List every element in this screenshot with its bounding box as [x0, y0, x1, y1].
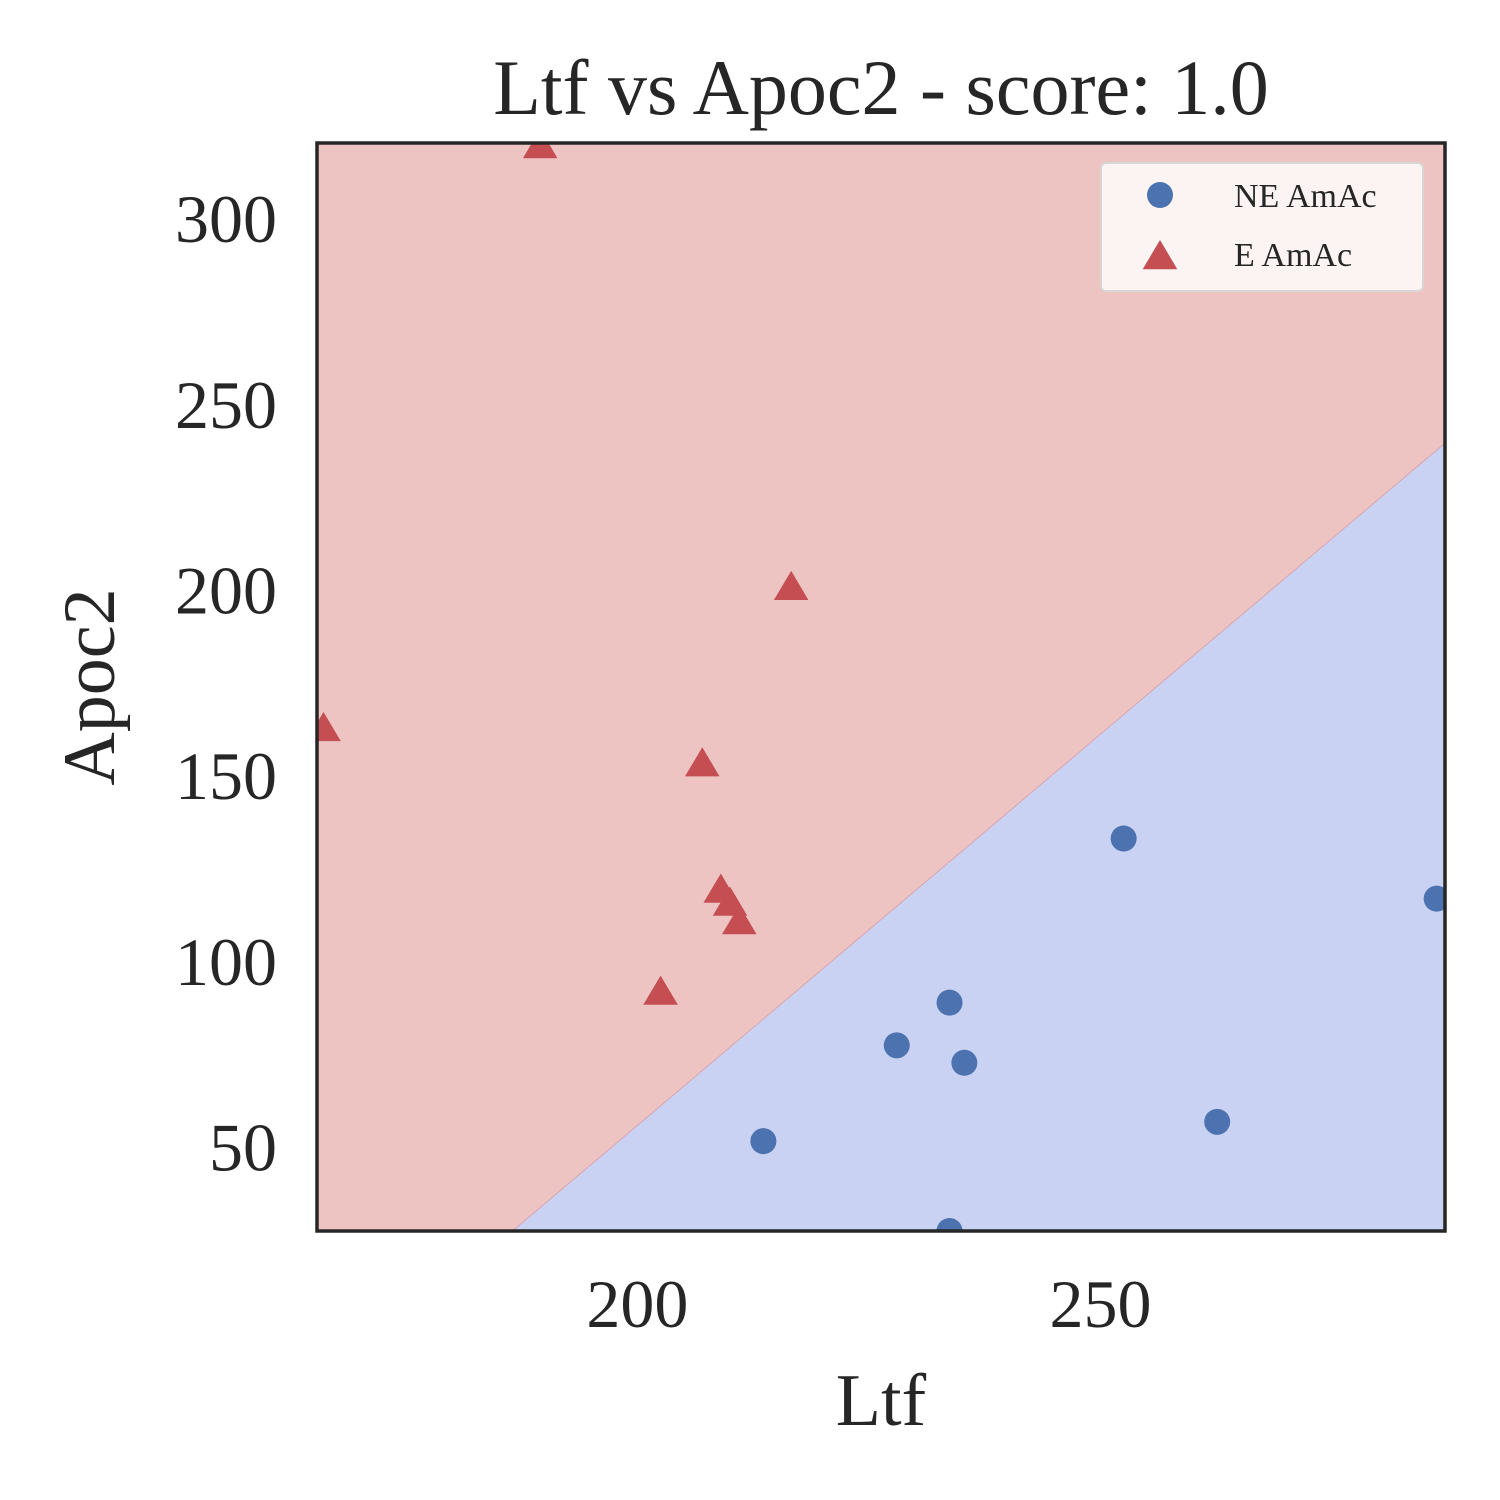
- point-ne-amac: [936, 1218, 963, 1231]
- data-points: [317, 143, 1445, 1231]
- decision-boundary: [512, 442, 1445, 1231]
- point-ne-amac: [883, 1032, 910, 1059]
- chart-title: Ltf vs Apoc2 - score: 1.0: [493, 44, 1269, 131]
- point-ne-amac: [1110, 825, 1137, 852]
- region-ne-amac: [512, 443, 1445, 1231]
- legend-label-ne-amac: NE AmAc: [1234, 178, 1377, 215]
- legend-marker-ne-amac: [1147, 182, 1173, 208]
- y-axis-label: Apoc2: [49, 588, 131, 785]
- y-tick-label: 200: [175, 552, 277, 628]
- point-e-amac: [685, 747, 720, 777]
- x-tick-label: 250: [1049, 1266, 1151, 1342]
- legend-marker-e-amac: [1142, 240, 1178, 270]
- y-tick-label: 50: [209, 1109, 277, 1185]
- y-axis-ticks: 50 100 150 200 250 300: [175, 181, 277, 1185]
- point-ne-amac: [951, 1049, 978, 1076]
- x-tick-label: 200: [586, 1266, 688, 1342]
- point-e-amac: [722, 905, 757, 935]
- point-ne-amac: [936, 989, 963, 1016]
- x-axis-label: Ltf: [836, 1360, 927, 1442]
- point-e-amac: [317, 712, 341, 742]
- point-ne-amac: [1423, 885, 1445, 912]
- decision-regions: [317, 143, 1445, 1231]
- y-tick-label: 250: [175, 367, 277, 443]
- x-axis-ticks: 200 250: [586, 1266, 1151, 1342]
- point-e-amac: [522, 143, 558, 159]
- legend-label-e-amac: E AmAc: [1234, 237, 1352, 274]
- point-ne-amac: [1204, 1108, 1231, 1135]
- point-e-amac: [643, 975, 678, 1005]
- y-tick-label: 150: [175, 738, 277, 814]
- legend: NE AmAc E AmAc: [1100, 162, 1424, 292]
- region-e-amac: [317, 143, 1445, 1231]
- plot-frame: [315, 141, 1447, 1233]
- y-tick-label: 100: [175, 924, 277, 1000]
- point-ne-amac: [750, 1128, 777, 1155]
- y-tick-label: 300: [175, 181, 277, 257]
- point-e-amac: [773, 570, 809, 600]
- legend-box: [1100, 162, 1424, 292]
